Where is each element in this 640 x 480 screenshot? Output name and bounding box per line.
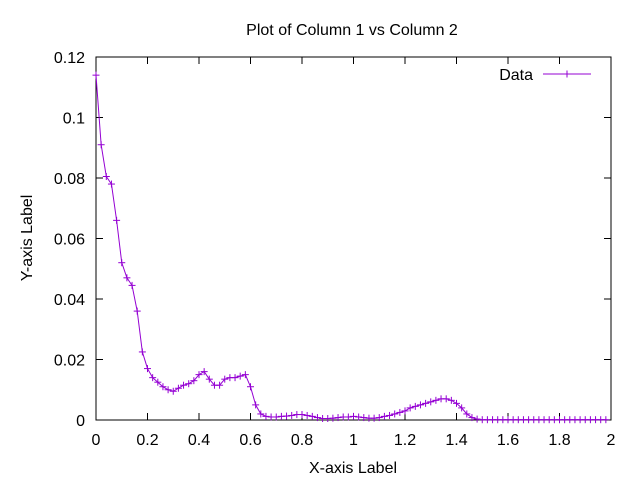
x-tick-label: 0.8 — [291, 432, 313, 449]
data-point — [118, 259, 126, 267]
x-tick-label: 0.4 — [188, 432, 210, 449]
data-point — [247, 383, 254, 391]
data-point — [123, 274, 131, 282]
data-point — [329, 414, 337, 422]
data-point — [241, 371, 249, 379]
data-point — [602, 416, 610, 424]
y-tick-label: 0.12 — [54, 50, 85, 67]
x-tick-label: 0 — [92, 432, 101, 449]
data-point — [180, 381, 188, 389]
data-point — [236, 372, 244, 380]
x-tick-label: 1 — [349, 432, 358, 449]
data-point — [298, 411, 306, 419]
data-point — [257, 410, 265, 418]
y-tick-label: 0.08 — [54, 171, 85, 188]
data-point — [200, 368, 208, 376]
data-point — [334, 414, 342, 422]
x-axis-label: X-axis Label — [309, 460, 397, 477]
y-axis-label: Y-axis Label — [19, 195, 36, 282]
data-point — [128, 281, 136, 289]
data-point — [375, 414, 383, 422]
data-point — [386, 411, 394, 419]
data-point — [396, 408, 404, 416]
data-point — [97, 141, 105, 149]
data-point — [185, 380, 193, 388]
series-layer — [92, 71, 610, 424]
chart-title: Plot of Column 1 vs Column 2 — [246, 22, 458, 39]
y-tick-label: 0 — [76, 413, 85, 430]
data-point — [159, 383, 167, 391]
data-point — [442, 395, 450, 403]
series-line — [95, 75, 606, 421]
data-point — [144, 365, 151, 373]
x-tick-label: 2 — [607, 432, 616, 449]
data-point — [138, 348, 146, 356]
data-point — [416, 401, 424, 409]
data-point — [313, 414, 321, 422]
data-point — [411, 402, 419, 410]
data-point — [308, 412, 316, 420]
data-point — [169, 387, 177, 395]
x-tick-label: 1.6 — [497, 432, 519, 449]
axes: 0 0.2 0.4 0.6 0.8 1 1.2 1.4 1.6 1.8 2 0 0.02 0.04 0.06… — [54, 50, 616, 449]
data-point — [350, 412, 357, 420]
data-point — [458, 404, 466, 412]
data-point — [92, 71, 100, 79]
data-point — [463, 410, 471, 418]
data-point — [262, 412, 270, 420]
legend-label: Data — [499, 67, 533, 84]
legend: Data — [499, 67, 591, 84]
x-tick-label: 0.6 — [239, 432, 261, 449]
data-point — [453, 399, 460, 407]
data-point — [216, 381, 224, 389]
data-point — [355, 413, 363, 421]
data-point — [252, 401, 260, 409]
data-point — [380, 412, 388, 420]
data-point — [447, 396, 455, 404]
y-tick-label: 0.02 — [54, 353, 85, 370]
data-point — [164, 386, 172, 394]
y-tick-label: 0.04 — [54, 292, 85, 309]
data-point — [149, 374, 157, 382]
x-tick-label: 1.2 — [394, 432, 416, 449]
data-point — [231, 374, 239, 382]
data-point — [303, 411, 311, 419]
data-point — [221, 375, 229, 383]
data-point — [344, 413, 352, 421]
y-tick-label: 0.06 — [54, 232, 85, 249]
data-point — [391, 410, 399, 418]
data-point — [360, 414, 368, 422]
data-point — [427, 398, 435, 406]
x-tick-label: 0.2 — [136, 432, 158, 449]
data-point — [205, 375, 213, 383]
data-point — [468, 414, 476, 422]
data-point — [174, 384, 182, 392]
y-tick-label: 0.1 — [63, 111, 85, 128]
x-tick-label: 1.8 — [548, 432, 570, 449]
data-point — [113, 216, 121, 224]
data-point — [195, 371, 203, 379]
x-tick-label: 1.4 — [445, 432, 467, 449]
data-point — [401, 407, 409, 415]
data-point — [190, 377, 198, 385]
data-point — [272, 413, 280, 421]
data-point — [154, 378, 162, 386]
data-point — [406, 404, 414, 412]
data-point — [133, 307, 141, 315]
data-point — [283, 412, 291, 420]
data-point — [102, 172, 110, 180]
plot-frame — [95, 56, 612, 421]
data-point — [288, 411, 296, 419]
data-point — [107, 180, 115, 188]
data-point — [422, 399, 430, 407]
data-point — [432, 396, 440, 404]
data-point — [473, 415, 481, 423]
data-point — [370, 414, 378, 422]
